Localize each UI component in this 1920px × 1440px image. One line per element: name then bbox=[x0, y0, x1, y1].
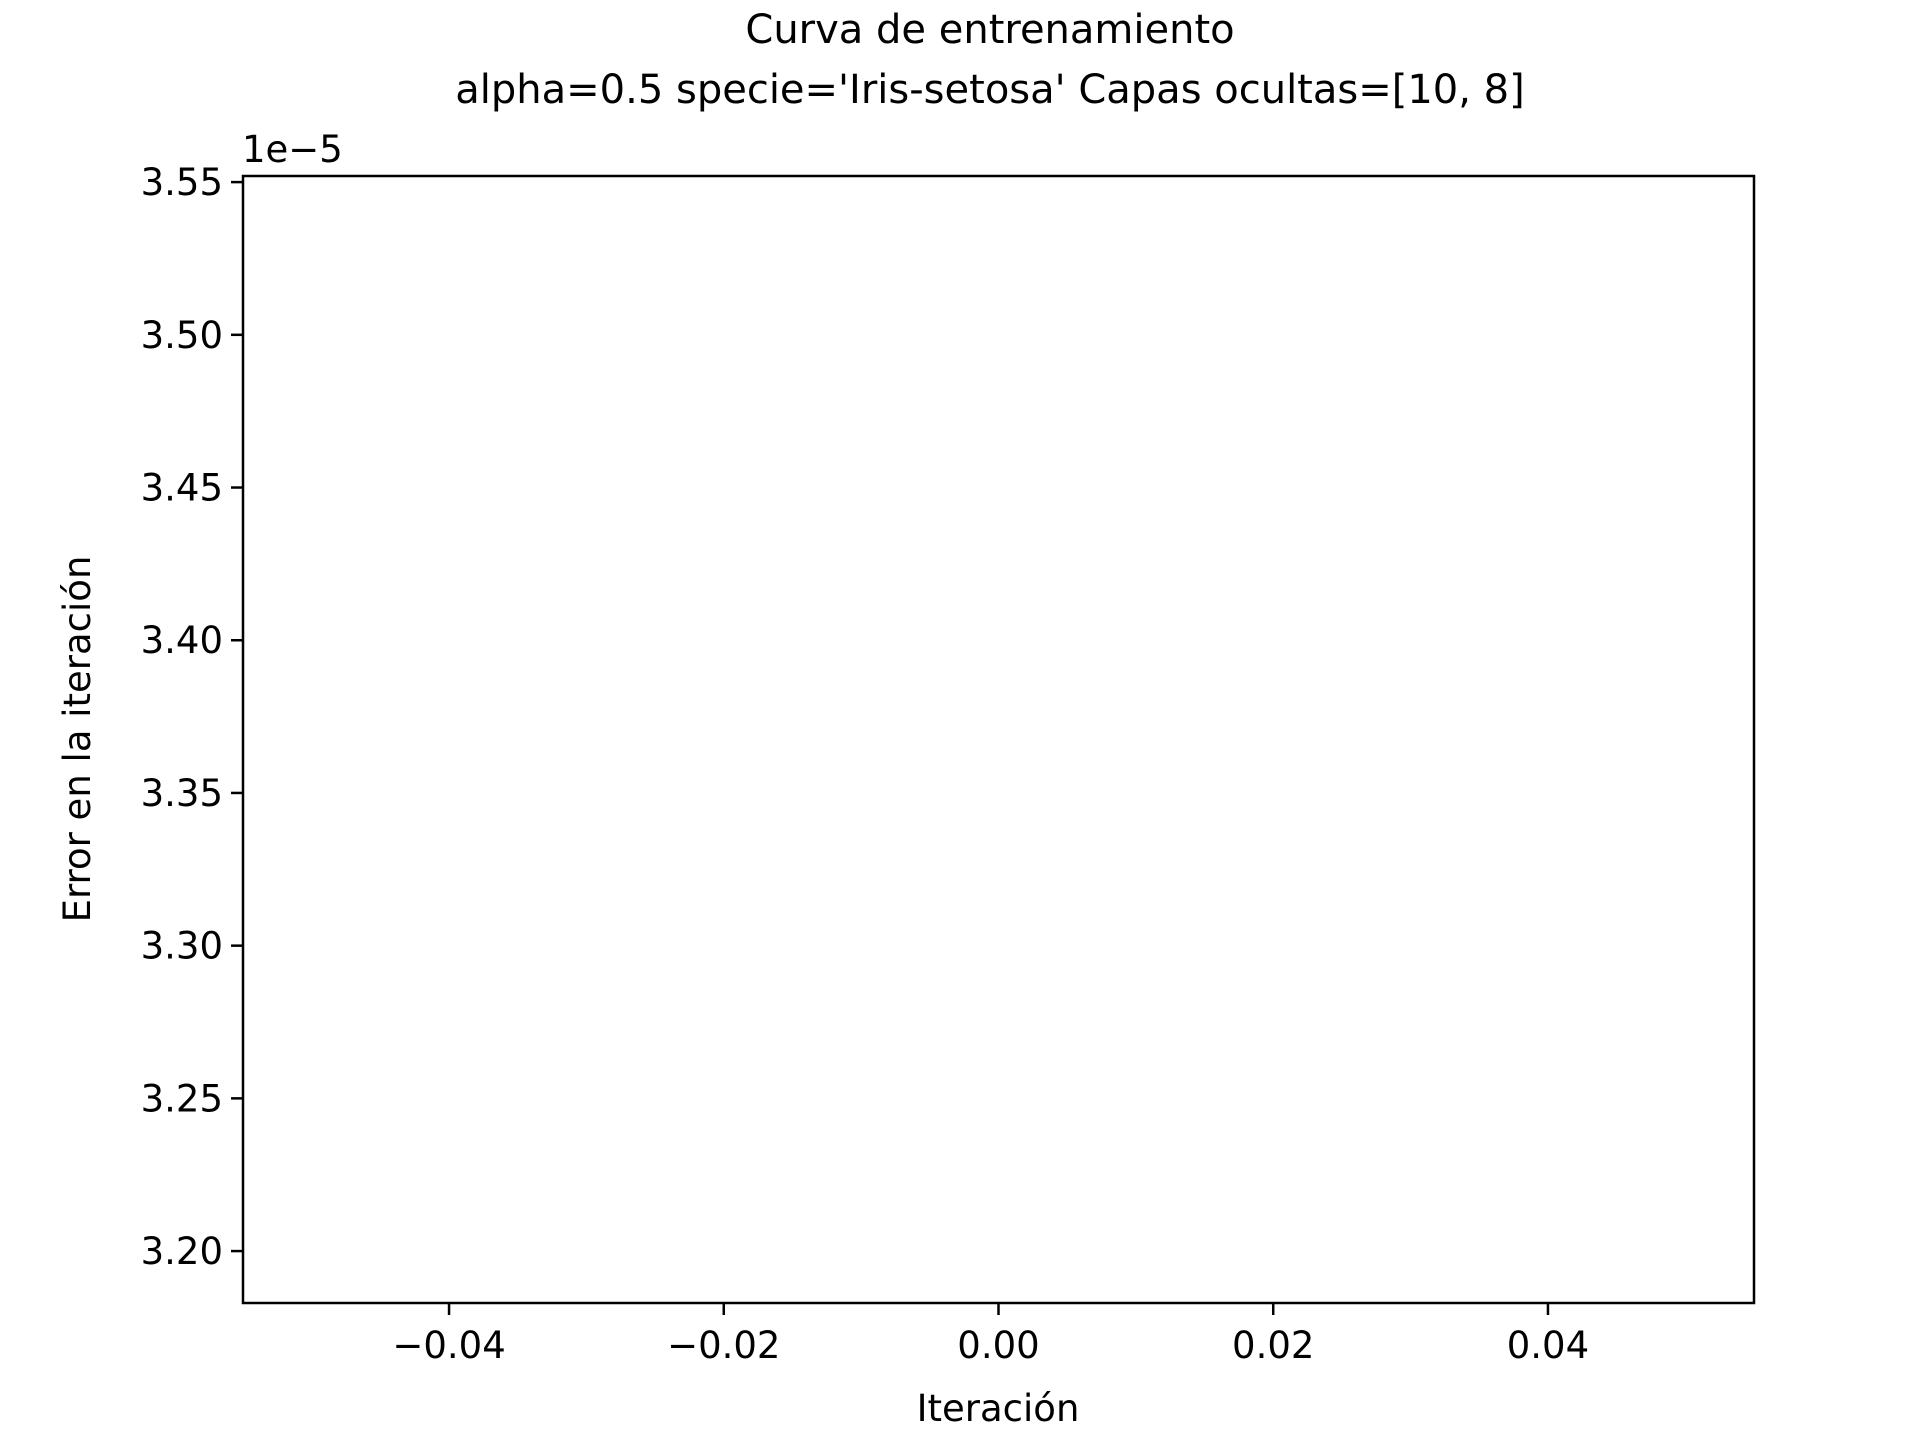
x-tick-label: 0.02 bbox=[1232, 1324, 1314, 1367]
y-axis-label: Error en la iteración bbox=[56, 556, 99, 923]
y-tick-label: 3.45 bbox=[141, 467, 223, 510]
y-axis-ticks: 3.20 3.25 3.30 3.35 3.40 3.45 3.50 3.55 bbox=[141, 161, 243, 1273]
chart-subtitle: alpha=0.5 specie='Iris-setosa' Capas ocu… bbox=[455, 67, 1524, 113]
chart-title: Curva de entrenamiento bbox=[745, 7, 1234, 53]
x-tick-label: 0.04 bbox=[1507, 1324, 1589, 1367]
y-tick-label: 3.55 bbox=[141, 161, 223, 204]
y-tick-label: 3.25 bbox=[141, 1077, 223, 1120]
x-tick-label: −0.02 bbox=[667, 1324, 780, 1367]
y-tick-label: 3.20 bbox=[141, 1230, 223, 1273]
x-tick-label: 0.00 bbox=[957, 1324, 1039, 1367]
y-offset-label: 1e−5 bbox=[242, 128, 343, 171]
y-tick-label: 3.40 bbox=[141, 619, 223, 662]
x-axis-label: Iteración bbox=[917, 1387, 1080, 1430]
y-tick-label: 3.30 bbox=[141, 925, 223, 968]
y-tick-label: 3.35 bbox=[141, 772, 223, 815]
x-axis-ticks: −0.04 −0.02 0.00 0.02 0.04 bbox=[392, 1303, 1589, 1367]
y-tick-label: 3.50 bbox=[141, 314, 223, 357]
plot-area bbox=[241, 174, 1756, 1305]
x-tick-label: −0.04 bbox=[392, 1324, 505, 1367]
